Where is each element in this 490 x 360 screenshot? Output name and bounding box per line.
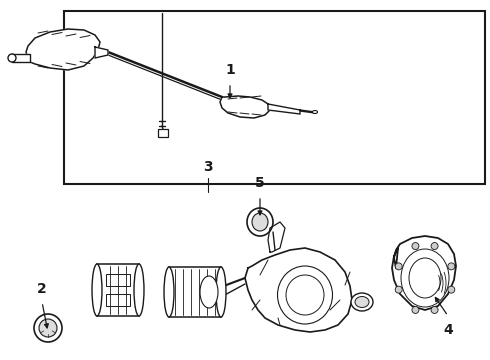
Ellipse shape xyxy=(395,286,402,293)
Ellipse shape xyxy=(286,275,324,315)
Ellipse shape xyxy=(247,208,273,236)
Ellipse shape xyxy=(92,264,102,316)
Polygon shape xyxy=(26,29,100,70)
Ellipse shape xyxy=(34,314,62,342)
Polygon shape xyxy=(220,96,270,118)
Ellipse shape xyxy=(200,276,218,308)
Ellipse shape xyxy=(431,243,438,249)
Ellipse shape xyxy=(355,297,369,307)
Ellipse shape xyxy=(252,213,268,231)
Polygon shape xyxy=(245,248,352,332)
Bar xyxy=(97,264,139,316)
Bar xyxy=(169,267,221,317)
Text: 3: 3 xyxy=(203,160,213,174)
Ellipse shape xyxy=(412,306,419,314)
Text: 1: 1 xyxy=(225,63,235,77)
Ellipse shape xyxy=(351,293,373,311)
Bar xyxy=(106,294,130,306)
Ellipse shape xyxy=(448,286,455,293)
Text: 2: 2 xyxy=(37,282,47,296)
Ellipse shape xyxy=(39,319,57,337)
Ellipse shape xyxy=(448,263,455,270)
Polygon shape xyxy=(392,236,456,310)
Ellipse shape xyxy=(313,111,318,113)
Polygon shape xyxy=(268,104,300,114)
Ellipse shape xyxy=(277,266,333,324)
Text: 5: 5 xyxy=(255,176,265,190)
Bar xyxy=(106,274,130,286)
Polygon shape xyxy=(268,222,285,252)
Ellipse shape xyxy=(8,54,16,62)
Ellipse shape xyxy=(409,258,441,298)
Ellipse shape xyxy=(401,249,449,307)
Ellipse shape xyxy=(164,267,174,317)
Polygon shape xyxy=(12,54,30,62)
Polygon shape xyxy=(300,110,315,113)
Ellipse shape xyxy=(216,267,226,317)
Polygon shape xyxy=(95,47,108,58)
Bar xyxy=(64,11,485,184)
Ellipse shape xyxy=(134,264,144,316)
Bar xyxy=(158,129,168,137)
Ellipse shape xyxy=(412,243,419,249)
Text: 4: 4 xyxy=(443,323,453,337)
Ellipse shape xyxy=(395,263,402,270)
Ellipse shape xyxy=(431,306,438,314)
